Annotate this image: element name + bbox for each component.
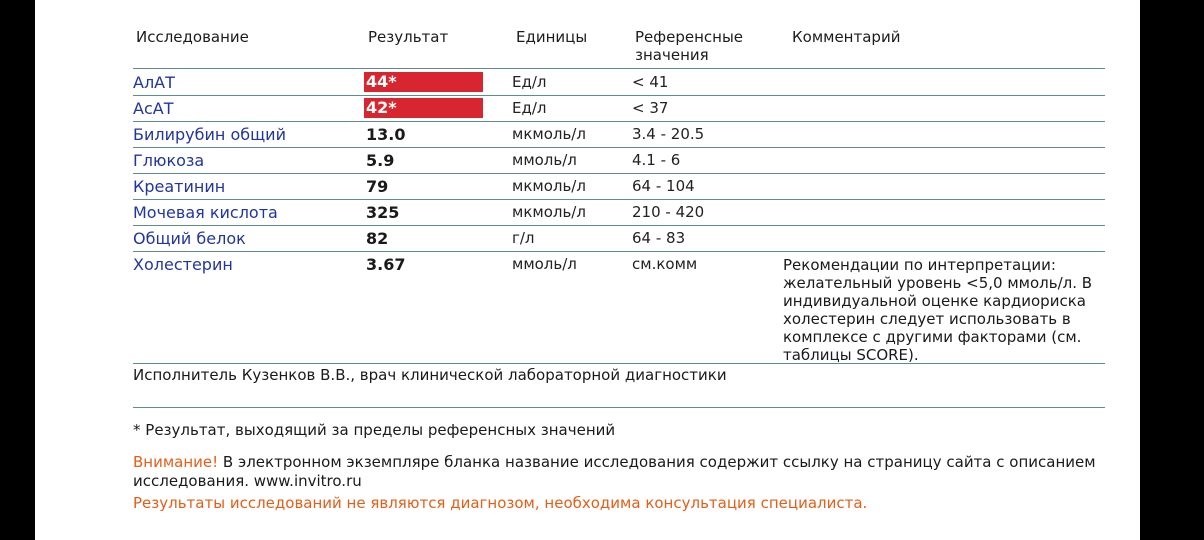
test-name-link[interactable]: АлАТ — [133, 73, 175, 92]
reference-cell: 210 - 420 — [632, 203, 705, 221]
test-name-link[interactable]: Холестерин — [133, 255, 233, 274]
disclaimer: Результаты исследований не являются диаг… — [133, 494, 868, 512]
result-value-flagged: 42* — [364, 98, 483, 118]
table-row: АсАТ 42* Ед/л < 37 — [35, 96, 1140, 122]
test-name-link[interactable]: Глюкоза — [133, 151, 205, 170]
lab-report-sheet: Исследование Результат Единицы Референсн… — [35, 0, 1140, 540]
test-name-link[interactable]: Билирубин общий — [133, 125, 286, 144]
column-header-units: Единицы — [516, 28, 588, 46]
row-divider — [133, 95, 1105, 96]
result-value: 82 — [366, 229, 389, 248]
test-name-link[interactable]: АсАТ — [133, 99, 174, 118]
row-divider — [133, 173, 1105, 174]
column-header-test: Исследование — [136, 28, 249, 46]
table-row: Билирубин общий 13.0 мкмоль/л 3.4 - 20.5 — [35, 122, 1140, 148]
performer-line: Исполнитель Кузенков В.В., врач клиничес… — [133, 366, 727, 384]
row-divider — [133, 251, 1105, 252]
result-value: 13.0 — [366, 125, 406, 144]
table-row: Холестерин 3.67 ммоль/л см.комм — [35, 252, 1140, 278]
reference-cell: < 37 — [632, 99, 669, 117]
reference-cell: 64 - 104 — [632, 177, 695, 195]
result-value: 325 — [366, 203, 400, 222]
result-value: 79 — [366, 177, 389, 196]
column-header-result: Результат — [368, 28, 449, 46]
row-divider — [133, 225, 1105, 226]
reference-cell: < 41 — [632, 73, 669, 91]
column-header-comment: Комментарий — [792, 28, 901, 46]
warning-notice: Внимание! В электронном экземпляре бланк… — [133, 453, 1113, 491]
row-divider — [133, 121, 1105, 122]
units-cell: г/л — [512, 229, 535, 247]
units-cell: мкмоль/л — [512, 177, 586, 195]
table-row: Общий белок 82 г/л 64 - 83 — [35, 226, 1140, 252]
reference-cell: 4.1 - 6 — [632, 151, 681, 169]
result-value-flagged: 44* — [364, 72, 483, 92]
table-row: АлАТ 44* Ед/л < 41 — [35, 70, 1140, 96]
column-header-reference: Референсные значения — [635, 28, 743, 64]
column-header-reference-line1: Референсные — [635, 28, 744, 46]
footer-divider — [133, 407, 1105, 408]
reference-cell: см.комм — [632, 255, 698, 273]
table-row: Креатинин 79 мкмоль/л 64 - 104 — [35, 174, 1140, 200]
row-divider — [133, 147, 1105, 148]
test-name-link[interactable]: Общий белок — [133, 229, 246, 248]
units-cell: Ед/л — [512, 99, 547, 117]
warning-label: Внимание! — [133, 453, 219, 471]
test-name-link[interactable]: Мочевая кислота — [133, 203, 278, 222]
units-cell: ммоль/л — [512, 151, 577, 169]
cholesterol-comment: Рекомендации по интерпретации: желательн… — [783, 256, 1093, 364]
units-cell: мкмоль/л — [512, 125, 586, 143]
column-header-reference-line2: значения — [635, 46, 709, 64]
test-name-link[interactable]: Креатинин — [133, 177, 226, 196]
units-cell: мкмоль/л — [512, 203, 586, 221]
units-cell: ммоль/л — [512, 255, 577, 273]
reference-cell: 3.4 - 20.5 — [632, 125, 705, 143]
table-row: Глюкоза 5.9 ммоль/л 4.1 - 6 — [35, 148, 1140, 174]
result-value: 3.67 — [366, 255, 406, 274]
table-row: Мочевая кислота 325 мкмоль/л 210 - 420 — [35, 200, 1140, 226]
footnote: * Результат, выходящий за пределы рефере… — [133, 421, 616, 439]
warning-text: В электронном экземпляре бланка название… — [133, 453, 1096, 490]
result-value: 5.9 — [366, 151, 395, 170]
table-bottom-divider — [133, 363, 1105, 364]
row-divider — [133, 199, 1105, 200]
reference-cell: 64 - 83 — [632, 229, 686, 247]
header-divider — [133, 68, 1105, 69]
units-cell: Ед/л — [512, 73, 547, 91]
